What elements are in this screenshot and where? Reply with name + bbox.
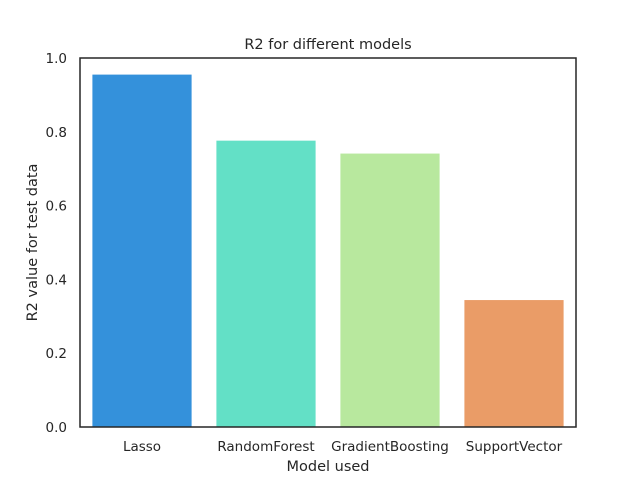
x-tick-label: SupportVector bbox=[466, 439, 563, 455]
y-tick-label: 0.6 bbox=[46, 199, 67, 215]
bar-supportvector bbox=[464, 300, 564, 427]
y-tick-label: 0.0 bbox=[46, 420, 67, 436]
bar-randomforest bbox=[216, 140, 316, 427]
chart-title: R2 for different models bbox=[244, 37, 411, 53]
bar-gradientboosting bbox=[340, 153, 440, 428]
y-tick-label: 0.4 bbox=[46, 272, 67, 288]
x-axis-label: Model used bbox=[286, 459, 369, 475]
x-axis-ticks: Lasso RandomForest GradientBoosting Support… bbox=[123, 439, 563, 455]
bar-lasso bbox=[92, 74, 192, 427]
plot-frame bbox=[79, 57, 577, 428]
y-axis-ticks: 0.0 0.2 0.4 0.6 0.8 1.0 bbox=[46, 51, 67, 436]
x-tick-label: Lasso bbox=[123, 439, 161, 455]
y-tick-label: 0.8 bbox=[46, 125, 67, 141]
bars-group bbox=[92, 74, 564, 428]
x-tick-label: GradientBoosting bbox=[331, 439, 449, 455]
y-tick-label: 1.0 bbox=[46, 51, 67, 67]
y-axis-label: R2 value for test data bbox=[25, 164, 41, 322]
x-tick-label: RandomForest bbox=[217, 439, 314, 455]
y-tick-label: 0.2 bbox=[46, 346, 67, 362]
